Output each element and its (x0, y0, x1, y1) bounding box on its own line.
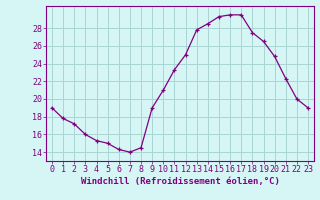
X-axis label: Windchill (Refroidissement éolien,°C): Windchill (Refroidissement éolien,°C) (81, 177, 279, 186)
